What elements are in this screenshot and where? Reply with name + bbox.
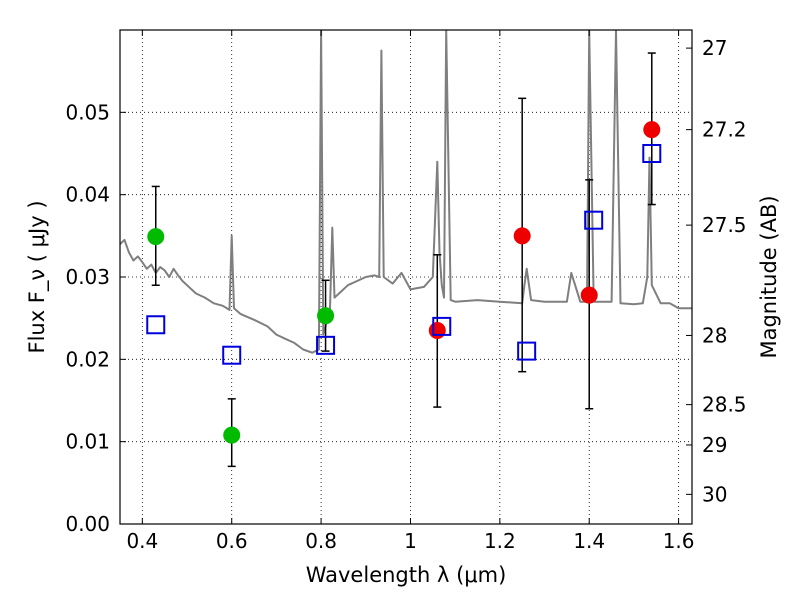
model-box-point	[517, 341, 537, 361]
right-axis-label: Magnitude (AB)	[757, 195, 781, 358]
right-tick-label: 28.5	[702, 393, 747, 417]
x-tick-label: 0.8	[305, 529, 337, 553]
model-spectrum-line	[120, 30, 692, 354]
red-data-point	[513, 227, 531, 245]
model-box-point	[432, 316, 452, 336]
ticks-layer: 0.4 0.6 0.8 1 1.2 1.4 1.6 0.00 0.01 0.02 0.03 0.04 0…	[65, 30, 747, 553]
y-axis-label: Flux F_ν ( μJy )	[25, 200, 50, 353]
red-data-point	[643, 121, 661, 139]
y-tick-label: 0.03	[65, 265, 110, 289]
x-tick-label: 1.4	[573, 529, 605, 553]
red-data-point	[428, 322, 446, 340]
model-box-point	[642, 144, 662, 163]
model-box-point	[584, 210, 604, 230]
grid-layer	[120, 30, 692, 525]
right-tick-label: 29	[702, 433, 727, 457]
y-tick-label: 0.02	[65, 347, 110, 371]
plot-frame	[119, 29, 693, 525]
x-tick-label: 1.6	[663, 529, 695, 553]
y-tick-label: 0.01	[65, 430, 110, 454]
model-spectrum-layer	[120, 30, 692, 354]
right-tick-label: 27.2	[702, 118, 747, 142]
points-layer	[146, 121, 662, 444]
green-data-point	[317, 307, 335, 325]
right-tick-label: 28	[702, 323, 727, 347]
right-tick-label: 27.5	[702, 213, 747, 237]
y-tick-label: 0.00	[65, 512, 110, 536]
x-tick-label: 1	[404, 529, 417, 553]
x-axis-label: Wavelength λ (μm)	[306, 563, 507, 587]
right-tick-label: 30	[702, 482, 727, 506]
x-tick-label: 0.4	[126, 529, 158, 553]
green-data-point	[147, 228, 165, 246]
x-tick-label: 1.2	[484, 529, 516, 553]
x-tick-label: 0.6	[216, 529, 248, 553]
green-data-point	[223, 426, 241, 444]
model-box-point	[222, 345, 242, 365]
right-tick-label: 27	[702, 36, 727, 60]
red-data-point	[580, 286, 598, 304]
model-box-point	[316, 335, 336, 355]
model-box-point	[146, 315, 166, 335]
error-bar-layer	[151, 52, 656, 468]
y-tick-label: 0.05	[65, 100, 110, 124]
y-tick-label: 0.04	[65, 183, 110, 207]
